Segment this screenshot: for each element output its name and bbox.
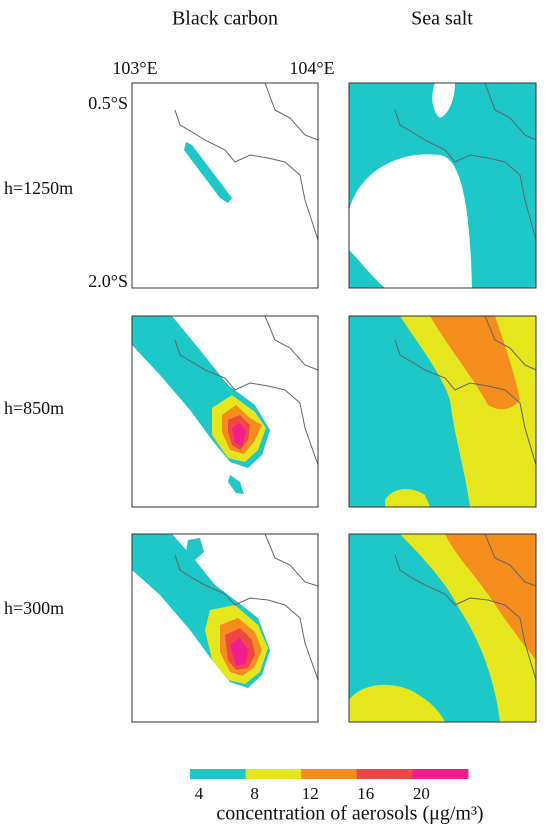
row-label: h=850m [4, 398, 64, 418]
map-panel [348, 315, 537, 508]
row-label: h=1250m [4, 178, 73, 198]
map-panel [348, 533, 537, 723]
colorbar-tick-label: 4 [195, 784, 204, 803]
colorbar-segment [412, 769, 469, 779]
column-title: Black carbon [172, 8, 278, 30]
map-panel [131, 533, 319, 723]
colorbar: 4 8 12 16 20 [190, 769, 469, 803]
colorbar-tick-label: 16 [357, 784, 374, 803]
colorbar-segment [245, 769, 302, 779]
map-panel [348, 82, 537, 289]
longitude-label: 103°E [112, 58, 157, 78]
colorbar-label: concentration of aerosols (μg/m³) [216, 803, 483, 825]
map-panel [131, 82, 319, 289]
latitude-label: 2.0°S [88, 271, 128, 291]
column-title: Sea salt [411, 8, 473, 30]
map-panel [131, 315, 319, 508]
longitude-label: 104°E [289, 58, 334, 78]
latitude-label: 0.5°S [88, 93, 128, 113]
row-label: h=300m [4, 598, 64, 618]
colorbar-tick-label: 20 [413, 784, 430, 803]
colorbar-segment [301, 769, 358, 779]
colorbar-tick-label: 12 [302, 784, 319, 803]
colorbar-segment [190, 769, 247, 779]
colorbar-tick-label: 8 [250, 784, 259, 803]
colorbar-segment [356, 769, 413, 779]
